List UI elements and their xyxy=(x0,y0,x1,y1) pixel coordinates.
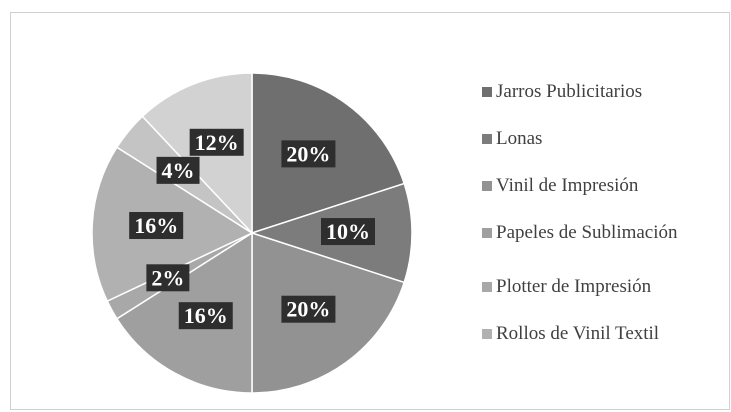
legend-swatch xyxy=(482,329,492,339)
data-label-box xyxy=(156,156,200,184)
legend-item: Papeles de Sublimación xyxy=(482,221,727,244)
data-label: 16% xyxy=(184,303,228,328)
data-label: 12% xyxy=(195,130,239,155)
legend-item: Plotter de Impresión xyxy=(482,275,727,298)
legend-item: Lonas xyxy=(482,127,727,150)
legend-label: Lonas xyxy=(496,128,543,149)
data-label-box xyxy=(281,295,336,323)
legend-label: Vinil de Impresión xyxy=(496,175,639,196)
legend-item: Vinil de Impresión xyxy=(482,174,727,197)
legend-label: Plotter de Impresión xyxy=(496,276,652,297)
legend-label: Rollos de Vinil Textil xyxy=(496,323,660,344)
legend-swatch xyxy=(482,282,492,292)
data-label-box xyxy=(146,264,190,292)
data-label: 20% xyxy=(286,141,330,166)
legend-swatch xyxy=(482,228,492,238)
data-label-box xyxy=(178,302,233,330)
data-label: 20% xyxy=(286,297,330,322)
data-label: 16% xyxy=(134,213,178,238)
data-label: 4% xyxy=(162,158,195,183)
data-label: 2% xyxy=(151,265,184,290)
legend-label: Papeles de Sublimación xyxy=(496,222,678,243)
legend-item: Rollos de Vinil Textil xyxy=(482,322,727,345)
legend-swatch xyxy=(482,134,492,144)
data-label-box xyxy=(129,212,184,240)
legend-swatch xyxy=(482,87,492,97)
data-label: 10% xyxy=(326,219,370,244)
data-label-box xyxy=(281,140,336,168)
data-label-box xyxy=(189,128,244,156)
legend-swatch xyxy=(482,181,492,191)
legend-label: Jarros Publicitarios xyxy=(496,81,643,102)
legend-item: Jarros Publicitarios xyxy=(482,80,727,103)
data-label-box xyxy=(321,218,375,246)
legend: Jarros Publicitarios Lonas Vinil de Impres… xyxy=(476,74,726,370)
